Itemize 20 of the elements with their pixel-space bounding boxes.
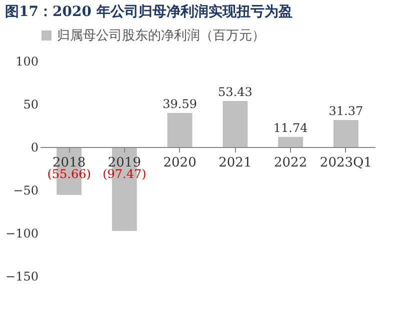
y-tick-label: 50 [23, 98, 38, 112]
data-label: 11.74 [273, 120, 308, 135]
bar [167, 112, 192, 147]
data-label: 53.43 [218, 85, 252, 100]
bar [222, 101, 248, 147]
y-tick-label: −150 [6, 270, 38, 284]
data-label: 31.37 [328, 104, 364, 118]
y-tick-label: −50 [13, 184, 38, 198]
data-label: 39.59 [162, 96, 197, 111]
x-tick-label: 2021 [218, 156, 252, 170]
bar [278, 136, 304, 147]
x-tick-label: 2023Q1 [320, 156, 372, 170]
y-tick-label: 0 [30, 140, 38, 154]
legend-label: 归属母公司股东的净利润（百万元） [57, 28, 265, 44]
chart-title: 图17：2020 年公司归母净利润实现扭亏为盈 [5, 3, 292, 20]
x-tick-label: 2022 [274, 156, 308, 170]
y-tick-label: 100 [16, 54, 38, 68]
x-tick-label: 2020 [163, 156, 196, 170]
bar [333, 120, 358, 147]
y-tick-label: −100 [6, 226, 38, 240]
